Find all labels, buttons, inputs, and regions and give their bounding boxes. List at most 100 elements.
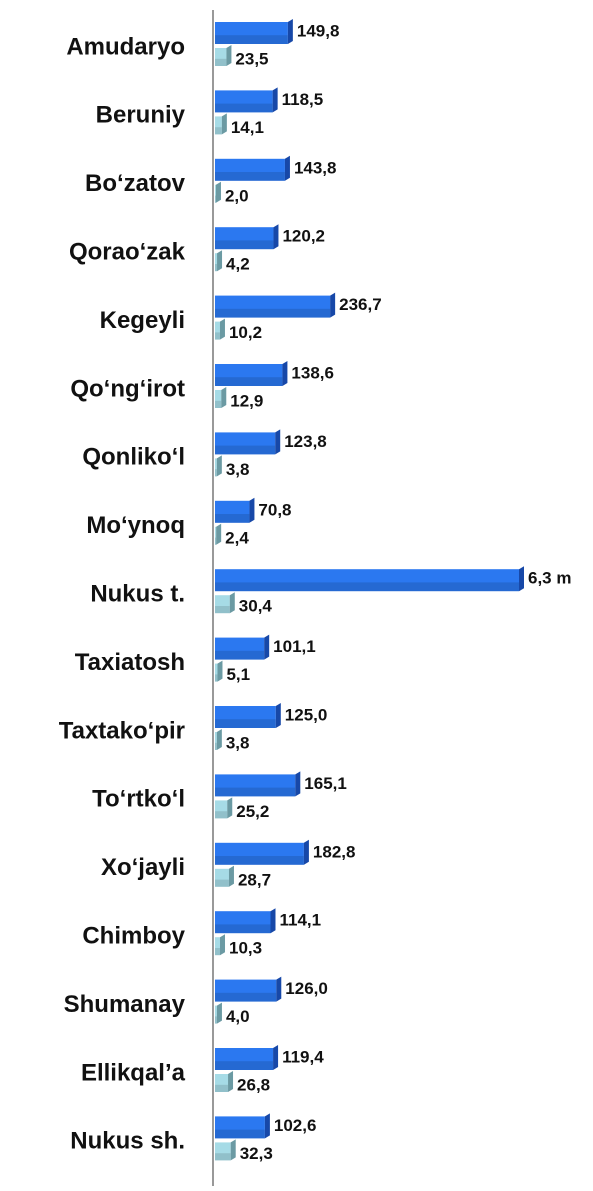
bar-shade	[215, 308, 331, 318]
bar-side	[215, 181, 221, 203]
value-label: 10,2	[229, 323, 262, 342]
category-label: Shumanay	[64, 991, 186, 1018]
bar-shade	[215, 650, 265, 660]
bar-shade	[215, 1061, 274, 1070]
bar-side	[229, 592, 235, 614]
bar-side	[303, 839, 309, 865]
bar-side	[272, 87, 278, 113]
bar-side	[273, 1045, 279, 1070]
bar-shade	[215, 469, 217, 477]
category-label: Qonliko‘l	[82, 444, 185, 471]
bar-side	[226, 45, 232, 66]
bar-side	[330, 292, 336, 318]
bar	[215, 321, 220, 340]
category-label: Ellikqal’a	[81, 1059, 186, 1086]
bar	[215, 22, 288, 44]
value-label: 118,5	[282, 90, 324, 109]
bar-shade	[215, 332, 220, 340]
bar-shade	[215, 58, 227, 66]
bar-side	[264, 634, 270, 660]
bar-shade	[215, 787, 296, 797]
bar-side	[264, 1113, 270, 1139]
bar-side	[295, 771, 301, 797]
bar-side	[230, 1139, 236, 1161]
bar	[215, 458, 217, 477]
bar-shade	[215, 127, 222, 135]
bar-side	[221, 113, 227, 135]
category-label: Mo‘ynoq	[86, 512, 185, 539]
value-label: 149,8	[297, 21, 340, 40]
value-label: 236,7	[339, 295, 382, 314]
category-label: Qo‘ng‘irot	[70, 375, 185, 402]
bar-shade	[215, 264, 218, 272]
bar	[215, 937, 221, 956]
bar	[215, 500, 250, 523]
bar-side	[227, 797, 233, 819]
bar	[215, 364, 283, 386]
bar	[215, 732, 217, 750]
value-label: 125,0	[285, 705, 328, 724]
bar	[215, 663, 218, 682]
value-label: 5,1	[226, 665, 250, 684]
bar	[215, 295, 331, 318]
bar-side	[216, 1002, 222, 1024]
bar-shade	[215, 240, 274, 250]
bar-side	[276, 976, 282, 1002]
value-label: 25,2	[236, 802, 269, 821]
value-label: 28,7	[238, 870, 271, 889]
bar-side	[275, 429, 281, 455]
value-label: 70,8	[258, 500, 291, 519]
bar-shade	[215, 606, 230, 614]
value-label: 101,1	[273, 637, 316, 656]
bar-shade	[215, 35, 288, 44]
bar-side	[216, 455, 222, 477]
category-label: Nukus t.	[90, 581, 185, 608]
bar-shade	[215, 377, 283, 386]
category-label: Nukus sh.	[70, 1128, 185, 1155]
bar	[215, 90, 273, 113]
value-label: 2,4	[225, 528, 249, 547]
bar	[215, 253, 218, 272]
bar-shade	[215, 811, 228, 819]
bar-side	[228, 865, 234, 887]
value-label: 4,0	[226, 1007, 250, 1026]
bar-shade	[215, 674, 218, 682]
bar-side	[519, 566, 524, 592]
value-label: 10,3	[229, 939, 262, 958]
value-label: 138,6	[291, 363, 334, 382]
bar-shade	[215, 992, 277, 1002]
bar-side	[275, 703, 281, 728]
category-label: Taxiatosh	[75, 649, 185, 676]
category-label: Bo‘zatov	[85, 170, 186, 197]
category-label: Xo‘jayli	[101, 854, 185, 881]
value-label: 102,6	[274, 1116, 317, 1135]
bar-side	[216, 729, 222, 750]
bar-side	[228, 1071, 234, 1092]
category-label: Chimboy	[82, 923, 185, 950]
bar-side	[217, 660, 223, 682]
value-label: 123,8	[284, 432, 327, 451]
category-label: Qorao‘zak	[69, 239, 186, 266]
category-label: Beruniy	[96, 102, 186, 129]
category-label: Taxtako‘pir	[59, 717, 185, 744]
bar	[215, 1048, 274, 1070]
bar	[215, 868, 229, 887]
value-label: 182,8	[313, 842, 356, 861]
bar-side	[217, 250, 223, 272]
value-label: 26,8	[237, 1075, 270, 1094]
bar	[215, 1005, 217, 1024]
bar-shade	[215, 514, 250, 523]
bar	[215, 526, 217, 545]
bar	[215, 432, 276, 455]
bar-side	[219, 318, 225, 340]
bar	[215, 48, 227, 66]
bar-shade	[215, 1016, 217, 1024]
bar	[215, 595, 230, 614]
bar	[215, 706, 276, 728]
bar	[215, 184, 216, 203]
value-label: 6,3 m	[528, 569, 571, 588]
value-label: 12,9	[230, 391, 263, 410]
bar	[215, 979, 277, 1002]
bar-side	[282, 361, 288, 386]
